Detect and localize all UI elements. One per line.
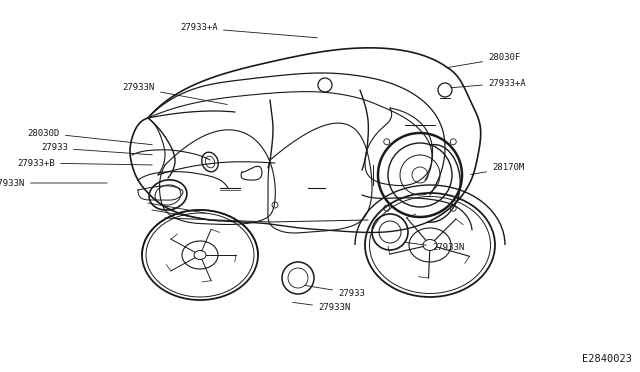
Text: 28030D: 28030D: [28, 128, 152, 145]
Text: 27933: 27933: [41, 144, 152, 155]
Text: 27933+B: 27933+B: [17, 158, 152, 167]
Text: E2840023: E2840023: [582, 354, 632, 364]
Text: 27933+A: 27933+A: [451, 78, 525, 88]
Text: 27933N: 27933N: [0, 179, 108, 187]
Text: 27933N: 27933N: [292, 302, 350, 312]
Text: 27933N: 27933N: [404, 243, 464, 253]
Text: 28030F: 28030F: [448, 54, 520, 68]
Text: 27933+A: 27933+A: [180, 23, 317, 38]
Text: 27933: 27933: [305, 285, 365, 298]
Text: 28170M: 28170M: [471, 164, 524, 174]
Text: 27933N: 27933N: [123, 83, 227, 105]
